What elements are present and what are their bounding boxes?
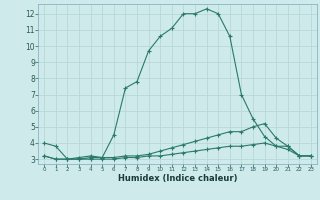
X-axis label: Humidex (Indice chaleur): Humidex (Indice chaleur) xyxy=(118,174,237,183)
